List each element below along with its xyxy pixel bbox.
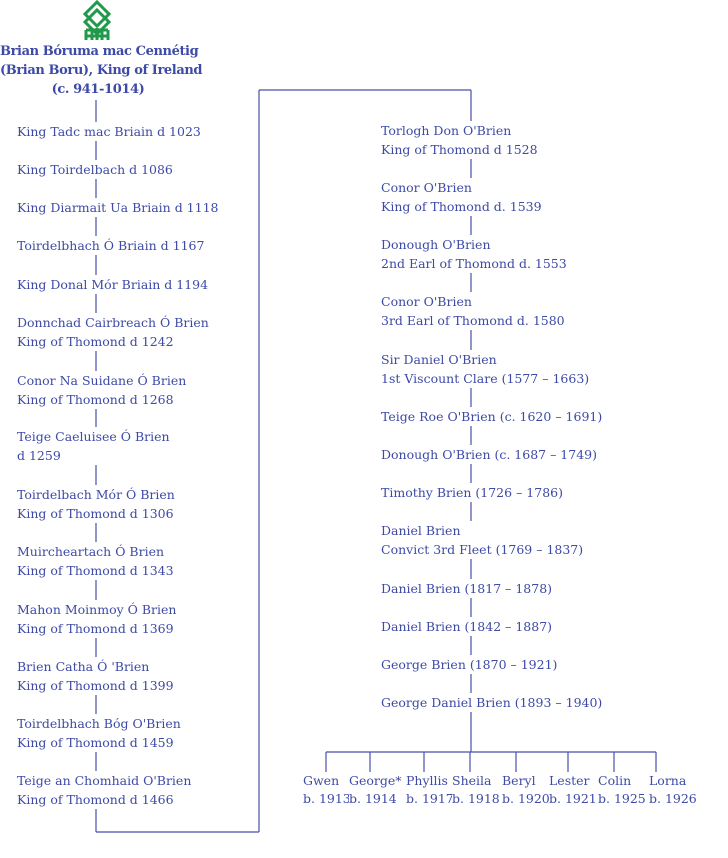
person-name: Sir Daniel O'Brien <box>381 352 497 367</box>
child-birth: b. 1921 <box>549 791 597 806</box>
child-0: Gwen b. 1913 <box>303 772 351 808</box>
root-dates: (c. 941-1014) <box>51 82 145 97</box>
person-title: King of Thomond d 1343 <box>17 563 174 578</box>
left-person-9: Muircheartach Ó Brien King of Thomond d 1… <box>17 542 176 580</box>
person-name: Conor Na Suidane Ó Brien <box>17 373 187 388</box>
right-person-2: Donough O'Brien 2nd Earl of Thomond d. 15… <box>381 235 569 273</box>
person-name: Conor O'Brien <box>381 180 472 195</box>
child-6: Colin b. 1925 <box>598 772 646 808</box>
left-person-6: Conor Na Suidane Ó Brien King of Thomond … <box>17 371 189 409</box>
person-name: Torlogh Don O'Brien <box>381 123 512 138</box>
child-4: Beryl b. 1920 <box>502 772 550 808</box>
left-person-11: Brien Catha Ó 'Brien King of Thomond d 13… <box>17 657 176 695</box>
person-name: Toirdelbach Mór Ó Brien <box>17 487 175 502</box>
celtic-knot-icon <box>82 0 112 40</box>
person-name: King Toirdelbach d 1086 <box>17 162 173 177</box>
person-title: 1st Viscount Clare (1577 – 1663) <box>381 371 590 386</box>
person-name: King Diarmait Ua Briain d 1118 <box>17 200 219 215</box>
left-person-5: Donnchad Cairbreach Ó Brien King of Thomo… <box>17 313 211 351</box>
right-person-1: Conor O'Brien King of Thomond d. 1539 <box>381 178 544 216</box>
person-title: 2nd Earl of Thomond d. 1553 <box>381 256 567 271</box>
child-3: Sheila b. 1918 <box>452 772 500 808</box>
person-name: Donough O'Brien <box>381 237 491 252</box>
right-person-3: Conor O'Brien 3rd Earl of Thomond d. 1580 <box>381 292 567 330</box>
person-title: King of Thomond d 1268 <box>17 392 174 407</box>
child-name: George* <box>349 773 402 788</box>
child-name: Gwen <box>303 773 340 788</box>
root-name: Brian Bóruma mac Cennétig <box>0 44 199 59</box>
child-birth: b. 1925 <box>598 791 646 806</box>
person-name: Conor O'Brien <box>381 294 472 309</box>
child-name: Sheila <box>452 773 492 788</box>
person-name: Brien Catha Ó 'Brien <box>17 659 150 674</box>
root-subtitle: (Brian Boru), King of Ireland <box>0 63 203 78</box>
right-person-4: Sir Daniel O'Brien 1st Viscount Clare (15… <box>381 350 592 388</box>
right-person-6: Donough O'Brien (c. 1687 – 1749) <box>381 445 599 464</box>
right-person-9: Daniel Brien (1817 – 1878) <box>381 579 555 598</box>
child-2: Phyllis b. 1917 <box>406 772 454 808</box>
right-person-0: Torlogh Don O'Brien King of Thomond d 152… <box>381 121 540 159</box>
person-name: Teige Roe O'Brien (c. 1620 – 1691) <box>381 409 603 424</box>
person-title: Convict 3rd Fleet (1769 – 1837) <box>381 542 584 557</box>
left-person-0: King Tadc mac Briain d 1023 <box>17 122 203 141</box>
child-birth: b. 1918 <box>452 791 500 806</box>
child-5: Lester b. 1921 <box>549 772 597 808</box>
left-person-8: Toirdelbach Mór Ó Brien King of Thomond d… <box>17 485 177 523</box>
person-title: King of Thomond d 1242 <box>17 334 174 349</box>
person-title: King of Thomond d 1528 <box>381 142 538 157</box>
person-title: 3rd Earl of Thomond d. 1580 <box>381 313 565 328</box>
child-name: Lester <box>549 773 590 788</box>
root-ancestor-title: Brian Bóruma mac Cennétig (Brian Boru), … <box>0 42 203 99</box>
person-title: King of Thomond d. 1539 <box>381 199 542 214</box>
child-7: Lorna b. 1926 <box>649 772 697 808</box>
child-birth: b. 1917 <box>406 791 454 806</box>
child-birth: b. 1914 <box>349 791 397 806</box>
person-name: Timothy Brien (1726 – 1786) <box>381 485 563 500</box>
child-name: Colin <box>598 773 632 788</box>
child-name: Phyllis <box>406 773 448 788</box>
person-title: d 1259 <box>17 448 61 463</box>
person-name: Daniel Brien (1842 – 1887) <box>381 619 553 634</box>
left-person-4: King Donal Mór Briain d 1194 <box>17 275 211 294</box>
person-name: Daniel Brien (1817 – 1878) <box>381 581 553 596</box>
person-title: King of Thomond d 1466 <box>17 792 174 807</box>
person-name: Toirdelbhach Ó Briain d 1167 <box>17 238 205 253</box>
person-name: George Brien (1870 – 1921) <box>381 657 558 672</box>
person-name: King Donal Mór Briain d 1194 <box>17 277 209 292</box>
left-person-10: Mahon Moinmoy Ó Brien King of Thomond d 1… <box>17 600 179 638</box>
right-person-5: Teige Roe O'Brien (c. 1620 – 1691) <box>381 407 605 426</box>
person-name: Teige an Chomhaid O'Brien <box>17 773 192 788</box>
right-person-7: Timothy Brien (1726 – 1786) <box>381 483 565 502</box>
child-name: Beryl <box>502 773 536 788</box>
right-person-10: Daniel Brien (1842 – 1887) <box>381 617 555 636</box>
left-person-13: Teige an Chomhaid O'Brien King of Thomond… <box>17 771 194 809</box>
child-birth: b. 1920 <box>502 791 550 806</box>
person-name: Muircheartach Ó Brien <box>17 544 165 559</box>
person-name: Mahon Moinmoy Ó Brien <box>17 602 177 617</box>
person-title: King of Thomond d 1399 <box>17 678 174 693</box>
person-name: Donnchad Cairbreach Ó Brien <box>17 315 209 330</box>
right-person-8: Daniel Brien Convict 3rd Fleet (1769 – 18… <box>381 521 586 559</box>
child-birth: b. 1926 <box>649 791 697 806</box>
left-person-1: King Toirdelbach d 1086 <box>17 160 175 179</box>
person-name: King Tadc mac Briain d 1023 <box>17 124 201 139</box>
left-person-2: King Diarmait Ua Briain d 1118 <box>17 198 221 217</box>
child-name: Lorna <box>649 773 687 788</box>
right-person-11: George Brien (1870 – 1921) <box>381 655 560 674</box>
person-name: Teige Caeluisee Ó Brien <box>17 429 170 444</box>
left-person-7: Teige Caeluisee Ó Brien d 1259 <box>17 427 172 465</box>
person-name: Daniel Brien <box>381 523 461 538</box>
child-birth: b. 1913 <box>303 791 351 806</box>
person-title: King of Thomond d 1459 <box>17 735 174 750</box>
person-title: King of Thomond d 1369 <box>17 621 174 636</box>
left-person-12: Toirdelbhach Bóg O'Brien King of Thomond … <box>17 714 183 752</box>
person-name: Toirdelbhach Bóg O'Brien <box>17 716 181 731</box>
child-1: George* b. 1914 <box>349 772 402 808</box>
person-name: Donough O'Brien (c. 1687 – 1749) <box>381 447 597 462</box>
left-person-3: Toirdelbhach Ó Briain d 1167 <box>17 236 207 255</box>
person-title: King of Thomond d 1306 <box>17 506 174 521</box>
person-name: George Daniel Brien (1893 – 1940) <box>381 695 603 710</box>
right-person-12: George Daniel Brien (1893 – 1940) <box>381 693 605 712</box>
